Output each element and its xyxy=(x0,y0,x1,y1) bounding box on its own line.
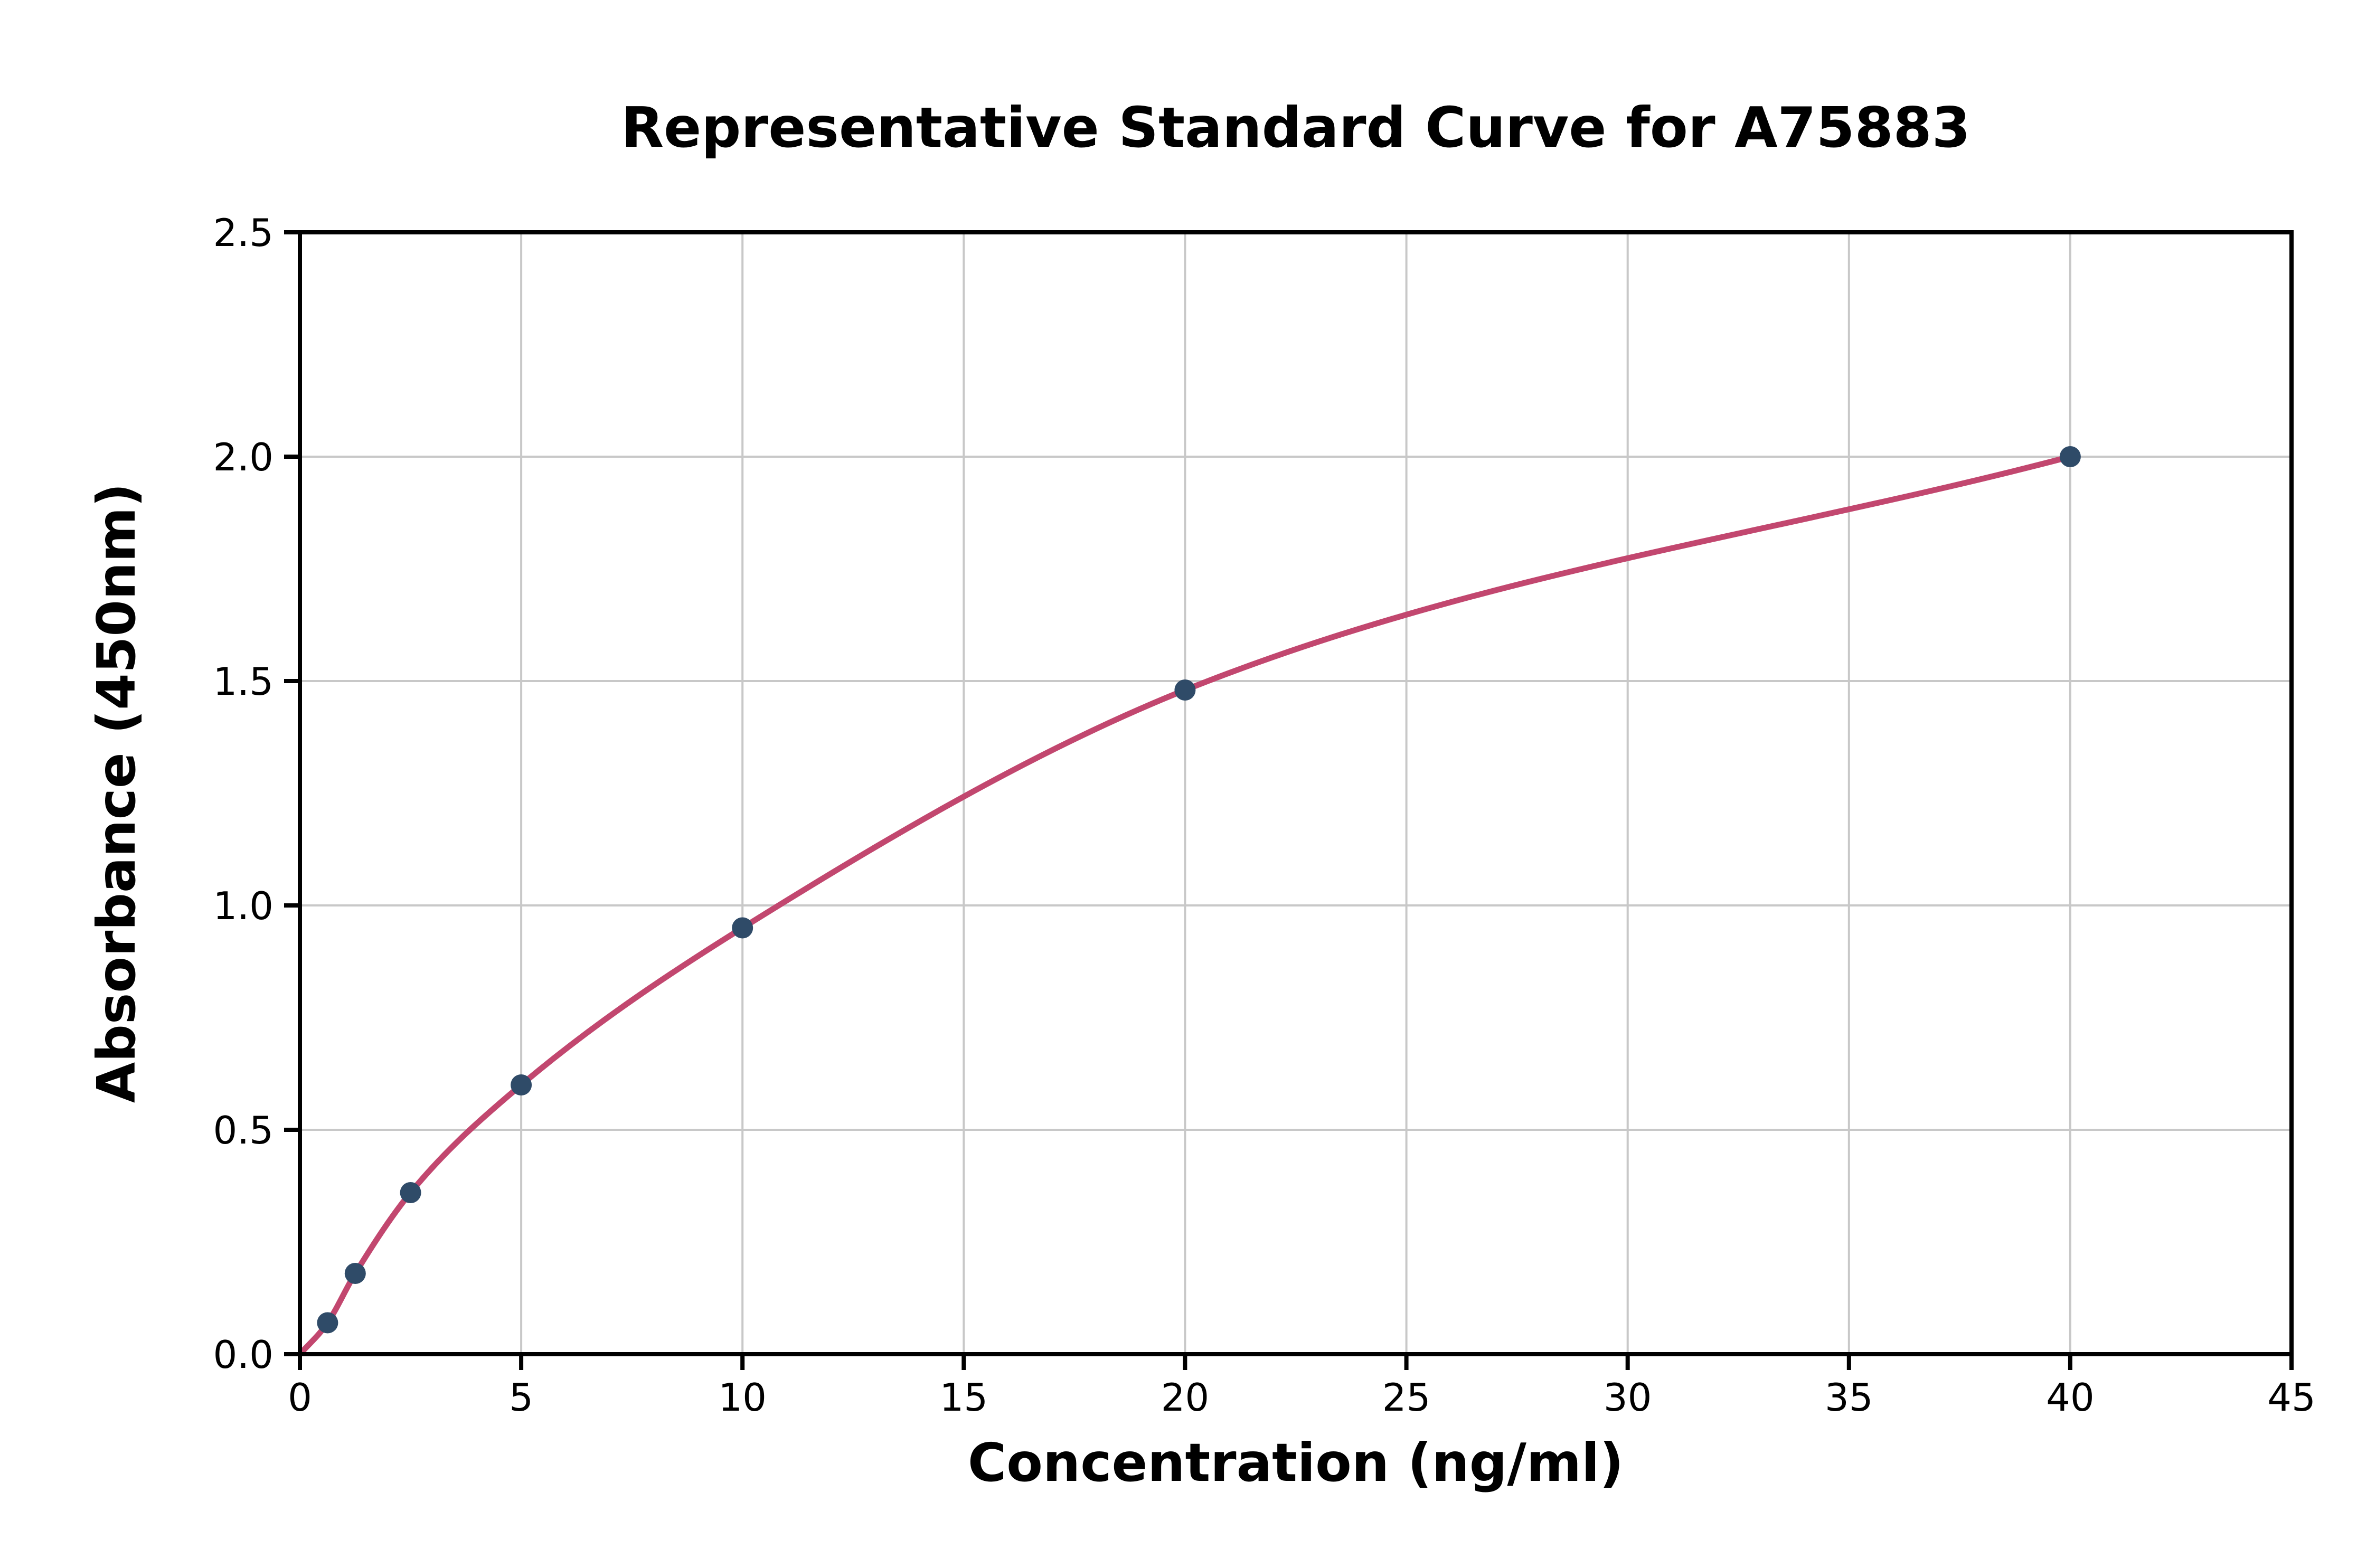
x-tick-label: 5 xyxy=(509,1375,533,1420)
y-tick-label: 2.5 xyxy=(213,211,274,255)
x-tick-label: 20 xyxy=(1161,1375,1210,1420)
x-tick-label: 30 xyxy=(1604,1375,1652,1420)
y-tick-label: 1.0 xyxy=(213,884,274,928)
y-tick-label: 1.5 xyxy=(213,659,274,704)
x-tick-label: 45 xyxy=(2267,1375,2316,1420)
x-tick-label: 10 xyxy=(718,1375,767,1420)
x-tick-label: 25 xyxy=(1382,1375,1431,1420)
data-point xyxy=(1174,679,1196,701)
grid-layer xyxy=(299,231,2293,1355)
x-tick-label: 35 xyxy=(1825,1375,1873,1420)
data-point xyxy=(2059,446,2081,467)
axis-layer xyxy=(284,230,2294,1370)
y-tick-label: 0.0 xyxy=(213,1333,274,1377)
data-point xyxy=(317,1312,338,1334)
axes-box xyxy=(298,230,2294,1356)
y-axis-label: Absorbance (450nm) xyxy=(86,483,147,1103)
fit-curve xyxy=(297,454,2073,1357)
x-tick-label: 15 xyxy=(939,1375,988,1420)
x-tick-label: 40 xyxy=(2046,1375,2095,1420)
tick-label-layer: 0 5 10 15 20 25 30 35 40 45 0.0 0.5 1.0 1.5 2.0 2.5 xyxy=(213,211,2315,1420)
x-axis-label: Concentration (ng/ml) xyxy=(968,1432,1624,1494)
chart-title: Representative Standard Curve for A75883 xyxy=(621,96,1970,160)
data-point xyxy=(400,1182,421,1203)
y-tick-label: 0.5 xyxy=(213,1108,274,1153)
data-point xyxy=(344,1263,366,1284)
y-tick-label: 2.0 xyxy=(213,435,274,479)
data-point xyxy=(511,1074,532,1095)
data-point xyxy=(732,917,753,939)
data-layer xyxy=(297,446,2081,1357)
x-tick-label: 0 xyxy=(288,1375,312,1420)
